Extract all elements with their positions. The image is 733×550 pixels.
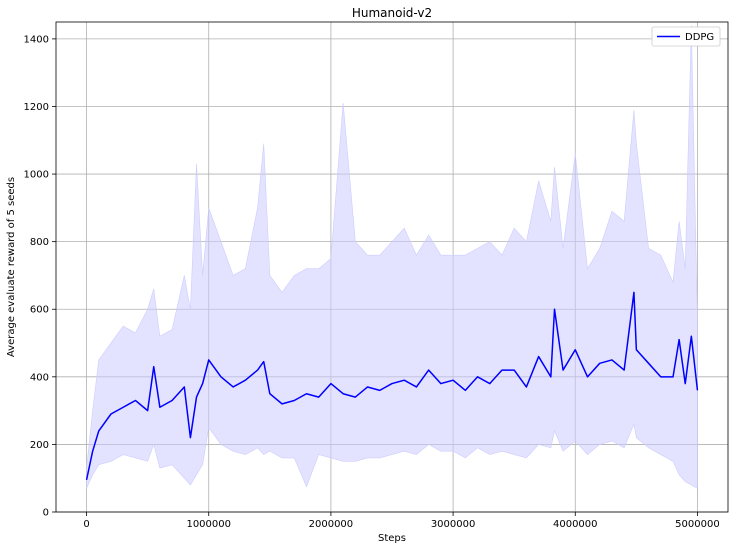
y-axis-label: Average evaluate reward of 5 seeds <box>6 177 17 357</box>
series-line-layer <box>85 291 699 481</box>
series-line-ddpg <box>85 291 699 481</box>
legend: DDPG <box>651 26 721 47</box>
y-tick-label: 1000 <box>24 170 49 181</box>
x-tick-label: 4000000 <box>553 519 598 530</box>
x-axis: 0 1000000 2000000 3000000 4000000 5000000 <box>83 512 720 530</box>
y-tick-label: 1200 <box>24 102 49 113</box>
y-tick-label: 400 <box>30 372 49 383</box>
x-tick-label: 2000000 <box>309 519 354 530</box>
legend-box <box>651 26 721 47</box>
x-axis-label: Steps <box>378 533 406 544</box>
y-tick-label: 0 <box>43 508 49 519</box>
y-axis: 0 200 400 600 800 1000 1200 1400 <box>24 34 56 519</box>
x-tick-label: 5000000 <box>675 519 720 530</box>
y-tick-label: 1400 <box>24 34 49 45</box>
y-tick-label: 800 <box>30 237 49 248</box>
x-tick-label: 3000000 <box>431 519 476 530</box>
series-band-layer <box>86 25 698 489</box>
y-tick-label: 200 <box>30 440 49 451</box>
legend-label-ddpg: DDPG <box>685 32 714 43</box>
x-tick-label: 1000000 <box>186 519 231 530</box>
y-tick-label: 600 <box>30 305 49 316</box>
chart-title: Humanoid-v2 <box>352 6 432 20</box>
series-band-ddpg <box>86 25 698 489</box>
x-tick-label: 0 <box>83 519 89 530</box>
plot-frame <box>55 21 729 513</box>
